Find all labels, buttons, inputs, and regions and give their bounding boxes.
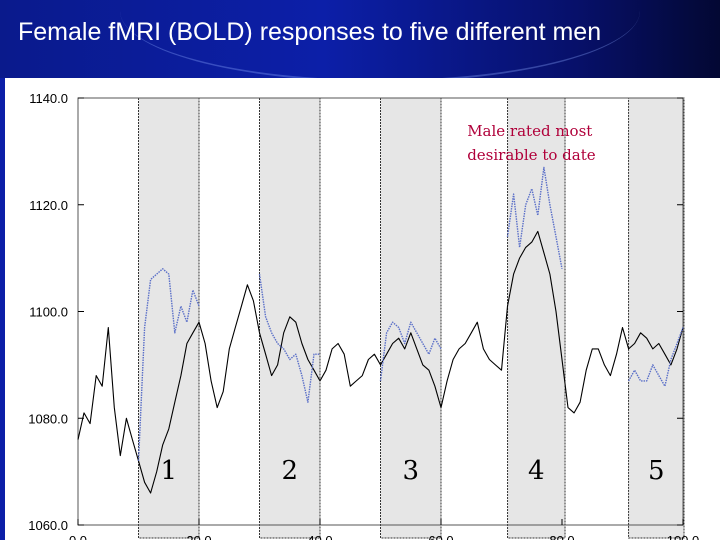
- x-tick-label: 80.0: [549, 533, 574, 540]
- y-tick-label: 1120.0: [29, 198, 68, 213]
- period-labels: 1 2 3 4 5: [160, 456, 664, 486]
- period-label-1: 1: [160, 456, 177, 486]
- annotation-line-1: Male rated most: [467, 122, 592, 140]
- series-lines: [77, 166, 684, 494]
- period-label-4: 4: [528, 456, 545, 486]
- x-tick-label: 20.0: [186, 533, 211, 540]
- title-bar: Female fMRI (BOLD) responses to five dif…: [0, 0, 720, 78]
- x-tick-label: 0.0: [69, 533, 87, 540]
- x-tick-label: 40.0: [307, 533, 332, 540]
- series-2-line-segment-2: [258, 274, 320, 403]
- y-tick-label: 1080.0: [28, 411, 68, 426]
- series-2-line-segment-1: [137, 268, 200, 461]
- y-tick-label: 1060.0: [28, 518, 68, 533]
- slide-title: Female fMRI (BOLD) responses to five dif…: [18, 18, 602, 46]
- series-2-line-segment-5: [627, 327, 684, 387]
- stimulus-periods: [138, 97, 685, 539]
- period-label-5: 5: [648, 456, 665, 486]
- x-axis: 0.0 20.0 40.0 60.0 80.0 100.0: [69, 519, 699, 540]
- y-tick-label: 1100.0: [29, 305, 68, 320]
- x-tick-label: 100.0: [667, 533, 700, 540]
- y-tick-label: 1140.0: [29, 91, 68, 106]
- x-tick-label: 60.0: [428, 533, 453, 540]
- series-2-line-segment-3: [379, 321, 442, 381]
- left-accent-rule: [0, 78, 5, 540]
- stimulus-period-5: [628, 97, 685, 539]
- stimulus-period-3: [380, 97, 442, 539]
- series-2-line-segment-4: [506, 166, 563, 269]
- y-axis: 1060.0 1080.0 1100.0 1120.0 1140.0: [28, 91, 683, 533]
- stimulus-period-1: [138, 97, 200, 539]
- period-label-3: 3: [402, 456, 419, 486]
- period-label-2: 2: [281, 456, 298, 486]
- annotation-line-2: desirable to date: [467, 146, 596, 164]
- series-1-line-segment-1: [77, 230, 684, 494]
- annotation: Male rated most desirable to date: [467, 122, 596, 164]
- stimulus-period-4: [507, 97, 566, 539]
